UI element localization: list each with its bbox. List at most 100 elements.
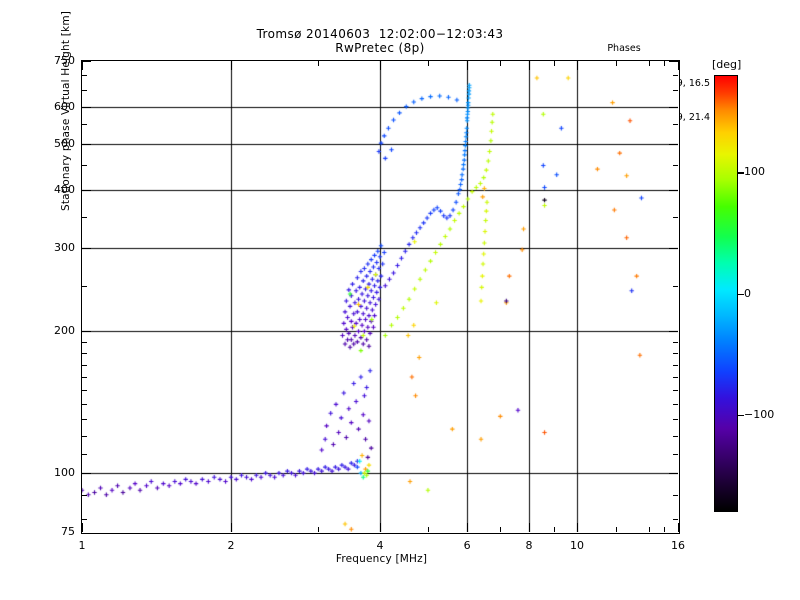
phase-statistics-header: Phases — [607, 43, 641, 54]
axis-tick — [529, 61, 530, 70]
axis-tick — [500, 61, 501, 66]
x-tick-label: 6 — [463, 539, 471, 552]
axis-tick — [82, 353, 87, 354]
axis-tick — [616, 61, 617, 66]
axis-tick — [669, 331, 678, 332]
axis-tick — [82, 190, 91, 191]
colorbar: [deg] 100 0 −100 — [712, 58, 774, 512]
axis-tick — [669, 248, 678, 249]
axis-tick — [82, 165, 87, 166]
axis-tick — [380, 61, 381, 70]
axis-tick — [82, 436, 87, 437]
axis-tick — [428, 527, 429, 532]
axis-tick — [678, 523, 679, 532]
axis-tick — [529, 523, 530, 532]
x-tick-label: 16 — [671, 539, 685, 552]
axis-tick — [673, 495, 678, 496]
axis-tick — [82, 523, 83, 532]
x-tick-label: 10 — [569, 539, 584, 552]
axis-tick — [82, 61, 91, 62]
axis-tick — [82, 75, 87, 76]
axis-tick — [673, 419, 678, 420]
colorbar-tick-label: −100 — [744, 407, 775, 421]
axis-tick — [669, 144, 678, 145]
x-tick-label: 4 — [376, 539, 384, 552]
y-tick-label: 400 — [54, 182, 75, 196]
axis-tick — [82, 390, 87, 391]
axis-tick — [673, 165, 678, 166]
axis-tick — [467, 61, 468, 70]
axis-tick — [664, 61, 665, 66]
axis-tick — [669, 473, 678, 474]
plot-area: Stationary phase Virtual Height [km] Fre… — [54, 11, 685, 565]
axis-tick — [673, 217, 678, 218]
axis-tick — [82, 473, 91, 474]
axis-tick — [678, 61, 679, 70]
axis-tick — [82, 419, 87, 420]
axis-tick — [664, 527, 665, 532]
y-tick-label: 100 — [54, 466, 75, 480]
colorbar-unit-label: [deg] — [712, 58, 742, 71]
axis-tick — [673, 124, 678, 125]
axis-tick — [673, 454, 678, 455]
axis-tick — [616, 527, 617, 532]
y-tick-label: 300 — [54, 241, 75, 255]
axis-tick — [673, 90, 678, 91]
x-tick-label: 2 — [227, 539, 235, 552]
colorbar-tick — [738, 293, 744, 295]
axis-tick — [82, 107, 91, 108]
colorbar-gradient — [714, 75, 738, 512]
axis-tick — [673, 365, 678, 366]
colorbar-tick — [738, 172, 744, 174]
axis-tick — [82, 377, 87, 378]
axis-tick — [82, 454, 87, 455]
y-tick-label: 75 — [61, 525, 75, 538]
figure-subtitle: RwPretec (8p) — [335, 41, 425, 55]
axis-tick — [428, 61, 429, 66]
axis-tick — [82, 248, 91, 249]
axis-tick — [231, 61, 232, 70]
axis-tick — [82, 519, 87, 520]
axis-tick — [82, 342, 87, 343]
axis-tick — [82, 217, 87, 218]
axis-tick — [82, 495, 87, 496]
axis-tick — [649, 527, 650, 532]
y-tick-label: 750 — [54, 54, 75, 67]
colorbar-tick-label: 100 — [744, 165, 765, 179]
axis-tick — [673, 519, 678, 520]
y-tick-label: 600 — [54, 99, 75, 113]
axis-tick — [318, 61, 319, 66]
axis-tick — [380, 523, 381, 532]
axis-tick — [649, 61, 650, 66]
axis-tick — [82, 404, 87, 405]
x-axis-label: Frequency [MHz] — [335, 553, 428, 565]
axis-tick — [82, 61, 83, 70]
axis-tick — [577, 523, 578, 532]
axis-tick — [467, 523, 468, 532]
axis-tick — [669, 107, 678, 108]
axis-tick — [673, 436, 678, 437]
y-tick-label: 200 — [54, 324, 75, 338]
axis-tick — [554, 527, 555, 532]
axis-tick — [500, 527, 501, 532]
axis-tick — [673, 390, 678, 391]
axis-tick — [669, 61, 678, 62]
axis-tick — [673, 404, 678, 405]
axis-tick — [673, 342, 678, 343]
axis-tick — [82, 286, 87, 287]
figure-title: Tromsø 20140603 12:02:00−12:03:43 — [256, 27, 504, 41]
axis-tick — [82, 124, 87, 125]
axis-tick — [82, 144, 91, 145]
axis-tick — [673, 75, 678, 76]
y-tick-label: 500 — [54, 136, 75, 150]
colorbar-tick — [738, 414, 744, 417]
axis-tick — [673, 286, 678, 287]
axis-tick — [82, 331, 91, 332]
axis-tick — [673, 353, 678, 354]
axis-tick — [554, 61, 555, 66]
scatter-canvas — [82, 61, 678, 532]
axis-tick — [669, 190, 678, 191]
x-tick-label: 8 — [525, 539, 533, 552]
axis-tick — [673, 377, 678, 378]
